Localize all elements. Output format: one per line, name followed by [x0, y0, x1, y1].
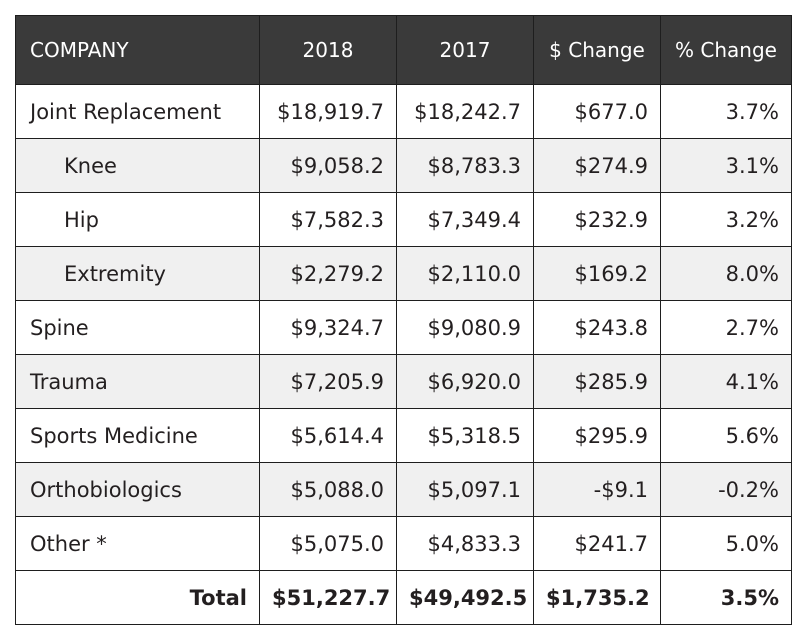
- row-label: Sports Medicine: [15, 408, 260, 463]
- cell-2018: $5,075.0: [259, 516, 397, 571]
- row-label: Knee: [15, 138, 260, 193]
- table-row: Trauma $7,205.9 $6,920.0 $285.9 4.1%: [15, 354, 792, 409]
- column-header-2017: 2017: [396, 15, 534, 85]
- cell-2017: $6,920.0: [396, 354, 534, 409]
- row-label: Trauma: [15, 354, 260, 409]
- header-row: COMPANY 2018 2017 $ Change % Change: [15, 15, 792, 85]
- column-header-dollar-change: $ Change: [533, 15, 661, 85]
- cell-2017: $7,349.4: [396, 192, 534, 247]
- cell-dollar-change: -$9.1: [533, 462, 661, 517]
- row-label: Orthobiologics: [15, 462, 260, 517]
- cell-2017: $9,080.9: [396, 300, 534, 355]
- cell-percent-change: 2.7%: [660, 300, 792, 355]
- cell-2018: $9,324.7: [259, 300, 397, 355]
- cell-2018: $2,279.2: [259, 246, 397, 301]
- total-row: Total $51,227.7 $49,492.5 $1,735.2 3.5%: [15, 570, 792, 625]
- cell-percent-change: 5.6%: [660, 408, 792, 463]
- cell-percent-change: -0.2%: [660, 462, 792, 517]
- table-row: Knee $9,058.2 $8,783.3 $274.9 3.1%: [15, 138, 792, 193]
- cell-2017: $18,242.7: [396, 84, 534, 139]
- cell-dollar-change: $295.9: [533, 408, 661, 463]
- column-header-percent-change: % Change: [660, 15, 792, 85]
- table-row: Extremity $2,279.2 $2,110.0 $169.2 8.0%: [15, 246, 792, 301]
- data-table: COMPANY 2018 2017 $ Change % Change Join…: [15, 15, 792, 625]
- row-label: Other *: [15, 516, 260, 571]
- total-2018: $51,227.7: [259, 570, 397, 625]
- table-row: Joint Replacement $18,919.7 $18,242.7 $677.…: [15, 84, 792, 139]
- cell-dollar-change: $241.7: [533, 516, 661, 571]
- cell-2018: $7,205.9: [259, 354, 397, 409]
- column-header-company: COMPANY: [15, 15, 260, 85]
- cell-2017: $8,783.3: [396, 138, 534, 193]
- total-dollar-change: $1,735.2: [533, 570, 661, 625]
- cell-percent-change: 4.1%: [660, 354, 792, 409]
- row-label: Hip: [15, 192, 260, 247]
- total-label: Total: [15, 570, 260, 625]
- cell-2017: $5,318.5: [396, 408, 534, 463]
- cell-dollar-change: $169.2: [533, 246, 661, 301]
- cell-dollar-change: $274.9: [533, 138, 661, 193]
- cell-2018: $5,614.4: [259, 408, 397, 463]
- cell-2017: $2,110.0: [396, 246, 534, 301]
- table-row: Orthobiologics $5,088.0 $5,097.1 -$9.1 -0.2%: [15, 462, 792, 517]
- cell-2018: $5,088.0: [259, 462, 397, 517]
- cell-2018: $7,582.3: [259, 192, 397, 247]
- cell-dollar-change: $285.9: [533, 354, 661, 409]
- column-header-2018: 2018: [259, 15, 397, 85]
- total-2017: $49,492.5: [396, 570, 534, 625]
- cell-2017: $4,833.3: [396, 516, 534, 571]
- cell-2017: $5,097.1: [396, 462, 534, 517]
- cell-percent-change: 3.7%: [660, 84, 792, 139]
- cell-percent-change: 3.2%: [660, 192, 792, 247]
- table-row: Spine $9,324.7 $9,080.9 $243.8 2.7%: [15, 300, 792, 355]
- table-row: Sports Medicine $5,614.4 $5,318.5 $295.9 5.6…: [15, 408, 792, 463]
- row-label: Spine: [15, 300, 260, 355]
- cell-percent-change: 5.0%: [660, 516, 792, 571]
- cell-dollar-change: $243.8: [533, 300, 661, 355]
- table-body: Joint Replacement $18,919.7 $18,242.7 $677.…: [15, 84, 792, 571]
- cell-percent-change: 3.1%: [660, 138, 792, 193]
- cell-2018: $9,058.2: [259, 138, 397, 193]
- total-percent-change: 3.5%: [660, 570, 792, 625]
- cell-2018: $18,919.7: [259, 84, 397, 139]
- row-label: Joint Replacement: [15, 84, 260, 139]
- row-label: Extremity: [15, 246, 260, 301]
- cell-percent-change: 8.0%: [660, 246, 792, 301]
- table-row: Hip $7,582.3 $7,349.4 $232.9 3.2%: [15, 192, 792, 247]
- cell-dollar-change: $232.9: [533, 192, 661, 247]
- cell-dollar-change: $677.0: [533, 84, 661, 139]
- table-row: Other * $5,075.0 $4,833.3 $241.7 5.0%: [15, 516, 792, 571]
